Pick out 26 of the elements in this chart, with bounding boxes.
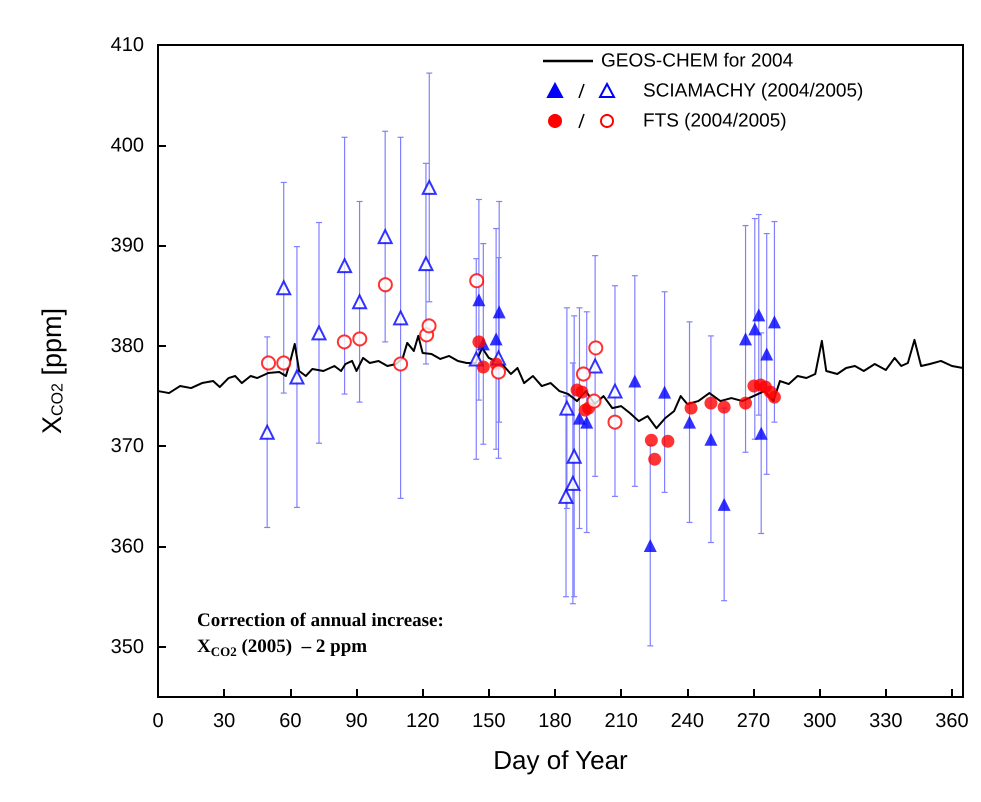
x-tick-label: 300 [802,710,836,732]
x-tick-label: 270 [736,710,770,732]
x-tick-label: 30 [213,710,236,732]
y-tick-label: 350 [110,636,144,658]
y-tick-label: 410 [110,34,144,56]
x-tick-label: 240 [670,710,704,732]
x-tick-label: 120 [406,710,440,732]
annotation: Correction of annual increase: [197,610,444,631]
y-tick-label: 400 [110,134,144,156]
legend-label: SCIAMACHY (2004/2005) [643,80,864,102]
x-tick-label: 60 [279,710,302,732]
x-tick-label: 90 [345,710,368,732]
x-tick-label: 330 [869,710,902,732]
x-tick-label: 360 [935,710,969,732]
x-tick-label: 150 [472,710,506,732]
x-tick-label: 180 [538,710,572,732]
y-tick-label: 390 [110,234,144,257]
x-tick-label: 0 [152,710,164,732]
legend-label: GEOS-CHEM for 2004 [601,50,794,72]
y-tick-label: 380 [110,334,144,357]
y-tick-label: 360 [110,536,144,558]
y-tick-label: 370 [110,435,144,458]
y-axis-title: XCO2 [ppm] [37,308,67,434]
legend-label: FTS (2004/2005) [643,110,787,132]
x-tick-label: 210 [604,710,638,732]
x-axis-title: Day of Year [493,745,628,775]
